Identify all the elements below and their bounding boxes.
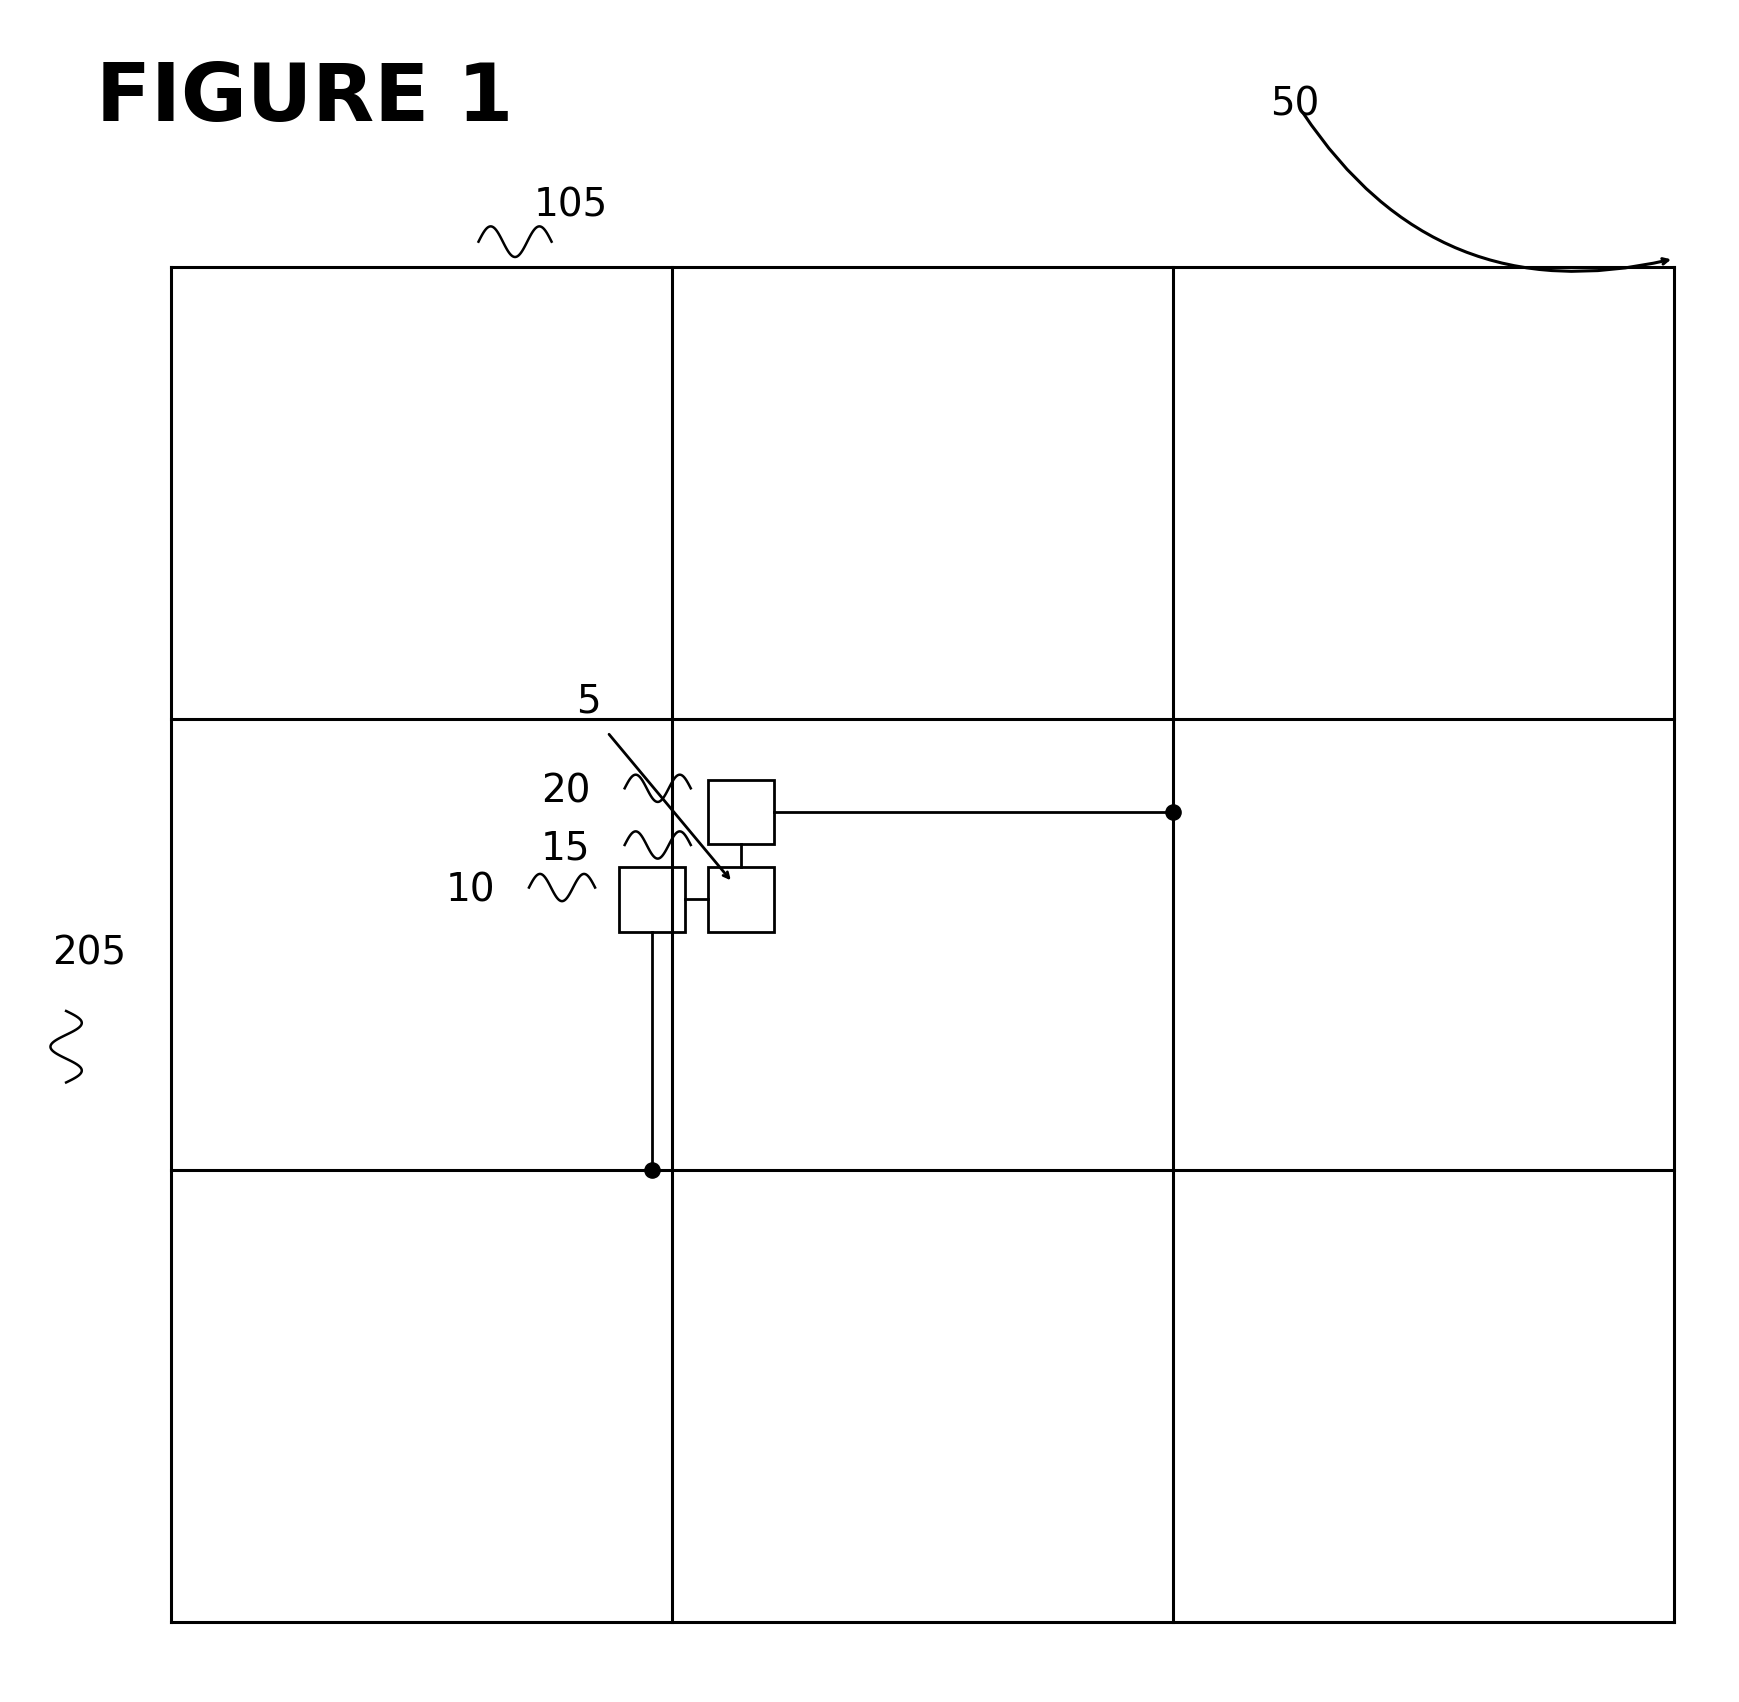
- Text: 10: 10: [445, 871, 496, 911]
- Text: 205: 205: [52, 934, 127, 972]
- Bar: [619, 866, 685, 931]
- Text: 50: 50: [1269, 85, 1318, 123]
- Text: 20: 20: [541, 773, 590, 810]
- Point: [638, 1157, 666, 1185]
- Point: [1158, 798, 1186, 825]
- Text: 105: 105: [534, 187, 609, 225]
- Bar: [708, 780, 774, 844]
- Bar: [708, 866, 774, 931]
- Text: 15: 15: [541, 829, 590, 868]
- Text: 5: 5: [576, 683, 600, 720]
- Text: FIGURE 1: FIGURE 1: [96, 60, 513, 138]
